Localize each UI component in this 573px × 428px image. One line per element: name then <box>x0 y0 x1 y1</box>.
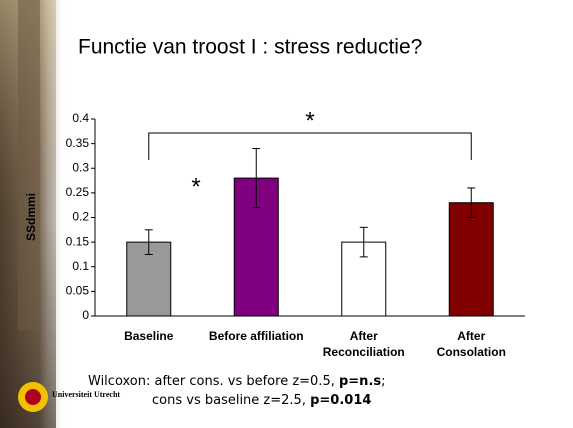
bar <box>448 202 494 317</box>
footnote-text: cons vs baseline z=2.5, <box>152 393 311 408</box>
error-bar <box>359 226 368 258</box>
footnote-line: Wilcoxon: after cons. vs before z=0.5, p… <box>88 374 386 389</box>
x-tick-label: Baseline <box>124 329 174 343</box>
error-bar <box>467 187 476 218</box>
y-tick-label: 0.35 <box>66 136 90 150</box>
y-tick-label: 0.3 <box>72 160 89 174</box>
chart-title: Functie van troost I : stress reductie? <box>78 36 422 59</box>
error-bar <box>144 229 153 255</box>
tower <box>18 0 40 330</box>
y-tick-label: 0.25 <box>66 185 90 199</box>
annotation: * <box>305 107 314 134</box>
footnote-bold: p=0.014 <box>310 393 372 408</box>
y-tick-label: 0.2 <box>72 210 89 224</box>
footnote-text: Wilcoxon: after cons. vs before z=0.5, <box>88 374 339 389</box>
y-tick-label: 0.4 <box>72 111 89 125</box>
x-tick-label: After Reconciliation <box>322 329 405 359</box>
y-tick-label: 0.05 <box>66 284 90 298</box>
footnote-bold: p=n.s <box>338 374 382 389</box>
x-tick-label: Before affiliation <box>208 329 304 343</box>
y-axis-label: SSdmmi <box>24 193 38 241</box>
significance-bracket <box>148 132 472 160</box>
x-tick-label: After Consolation <box>436 329 506 359</box>
y-tick-label: 0.1 <box>72 259 89 273</box>
logo-sun <box>18 382 48 412</box>
y-tick-label: 0 <box>82 308 89 322</box>
y-tick-label: 0.15 <box>66 234 90 248</box>
error-bar <box>252 148 261 209</box>
annotation: * <box>191 173 200 200</box>
bar <box>126 241 172 317</box>
logo-text: Universiteit Utrecht <box>52 390 121 399</box>
footnote-text: ; <box>381 374 386 389</box>
footnote-line: cons vs baseline z=2.5, p=0.014 <box>152 393 371 408</box>
